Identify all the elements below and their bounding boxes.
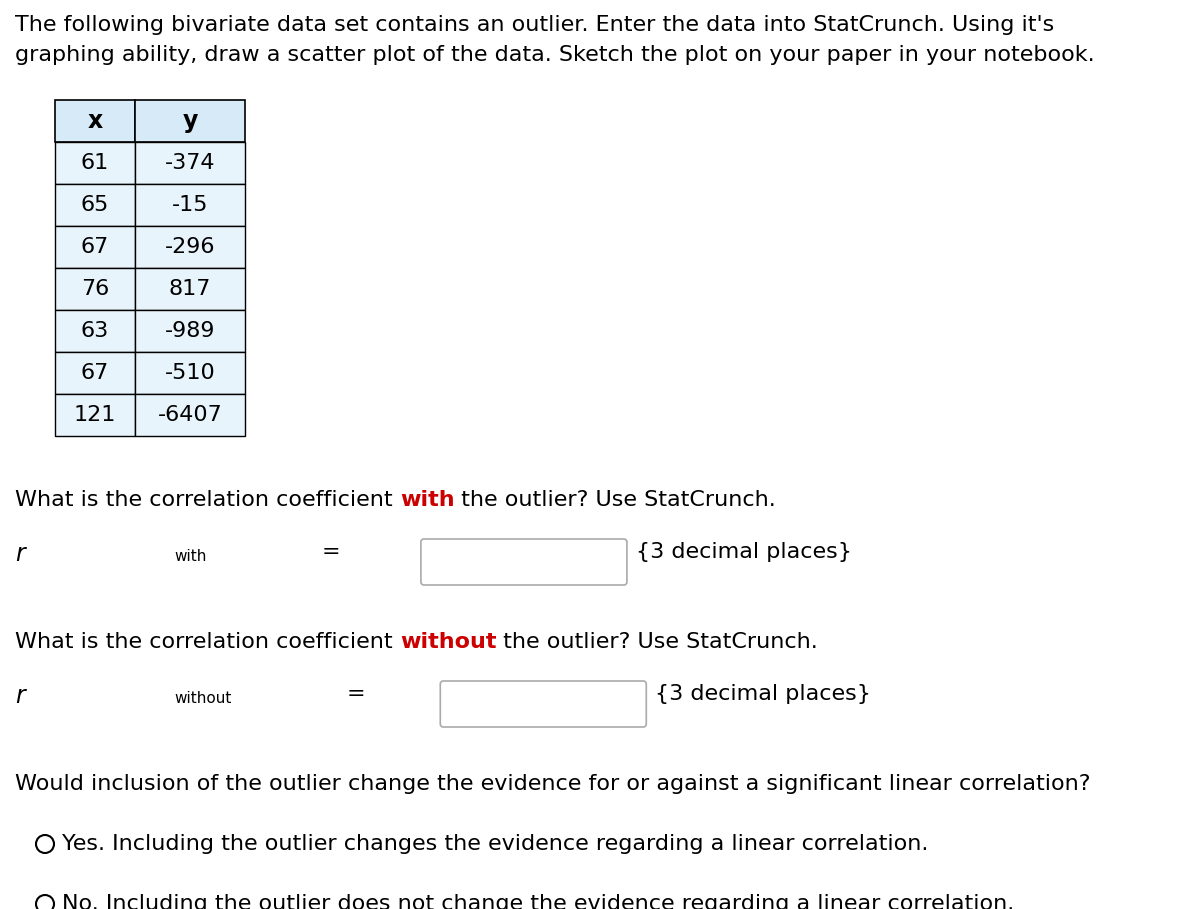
Text: y: y xyxy=(182,109,198,133)
Bar xyxy=(134,394,245,436)
Text: without: without xyxy=(174,691,232,706)
Bar xyxy=(55,268,134,310)
Bar xyxy=(55,100,134,142)
FancyBboxPatch shape xyxy=(421,539,626,585)
Text: 76: 76 xyxy=(80,279,109,299)
Text: Would inclusion of the outlier change the evidence for or against a significant : Would inclusion of the outlier change th… xyxy=(14,774,1091,794)
Bar xyxy=(55,394,134,436)
Text: graphing ability, draw a scatter plot of the data. Sketch the plot on your paper: graphing ability, draw a scatter plot of… xyxy=(14,45,1094,65)
Text: 817: 817 xyxy=(169,279,211,299)
Bar xyxy=(134,184,245,226)
Text: =: = xyxy=(322,542,341,562)
Text: 67: 67 xyxy=(80,237,109,257)
Bar xyxy=(55,226,134,268)
Text: with: with xyxy=(400,490,455,510)
FancyBboxPatch shape xyxy=(440,681,647,727)
Text: -296: -296 xyxy=(164,237,215,257)
Bar xyxy=(134,268,245,310)
Text: Yes. Including the outlier changes the evidence regarding a linear correlation.: Yes. Including the outlier changes the e… xyxy=(62,834,929,854)
Text: -15: -15 xyxy=(172,195,209,215)
Text: -374: -374 xyxy=(164,153,215,173)
Bar xyxy=(134,352,245,394)
Bar xyxy=(134,226,245,268)
Text: x: x xyxy=(88,109,103,133)
Text: 67: 67 xyxy=(80,363,109,383)
Bar xyxy=(55,142,134,184)
Bar xyxy=(134,142,245,184)
Bar xyxy=(55,310,134,352)
Text: without: without xyxy=(174,691,232,706)
Text: the outlier? Use StatCrunch.: the outlier? Use StatCrunch. xyxy=(497,632,818,652)
Bar xyxy=(134,100,245,142)
Text: 65: 65 xyxy=(80,195,109,215)
Text: with: with xyxy=(174,549,206,564)
Bar xyxy=(55,352,134,394)
Text: The following bivariate data set contains an outlier. Enter the data into StatCr: The following bivariate data set contain… xyxy=(14,15,1055,35)
Text: the outlier? Use StatCrunch.: the outlier? Use StatCrunch. xyxy=(455,490,776,510)
Text: $r$: $r$ xyxy=(14,542,28,566)
Text: with: with xyxy=(174,549,206,564)
Text: What is the correlation coefficient: What is the correlation coefficient xyxy=(14,632,400,652)
Text: What is the correlation coefficient: What is the correlation coefficient xyxy=(14,490,400,510)
Text: -989: -989 xyxy=(164,321,215,341)
Text: =: = xyxy=(347,684,365,704)
Text: 61: 61 xyxy=(80,153,109,173)
Bar xyxy=(134,310,245,352)
Text: 63: 63 xyxy=(80,321,109,341)
Text: No. Including the outlier does not change the evidence regarding a linear correl: No. Including the outlier does not chang… xyxy=(62,894,1014,909)
Text: -6407: -6407 xyxy=(157,405,222,425)
Text: $r$: $r$ xyxy=(14,684,28,708)
Text: -510: -510 xyxy=(164,363,215,383)
Text: {3 decimal places}: {3 decimal places} xyxy=(655,684,871,704)
Text: {3 decimal places}: {3 decimal places} xyxy=(636,542,852,562)
Text: without: without xyxy=(400,632,497,652)
Text: 121: 121 xyxy=(74,405,116,425)
Bar xyxy=(55,184,134,226)
